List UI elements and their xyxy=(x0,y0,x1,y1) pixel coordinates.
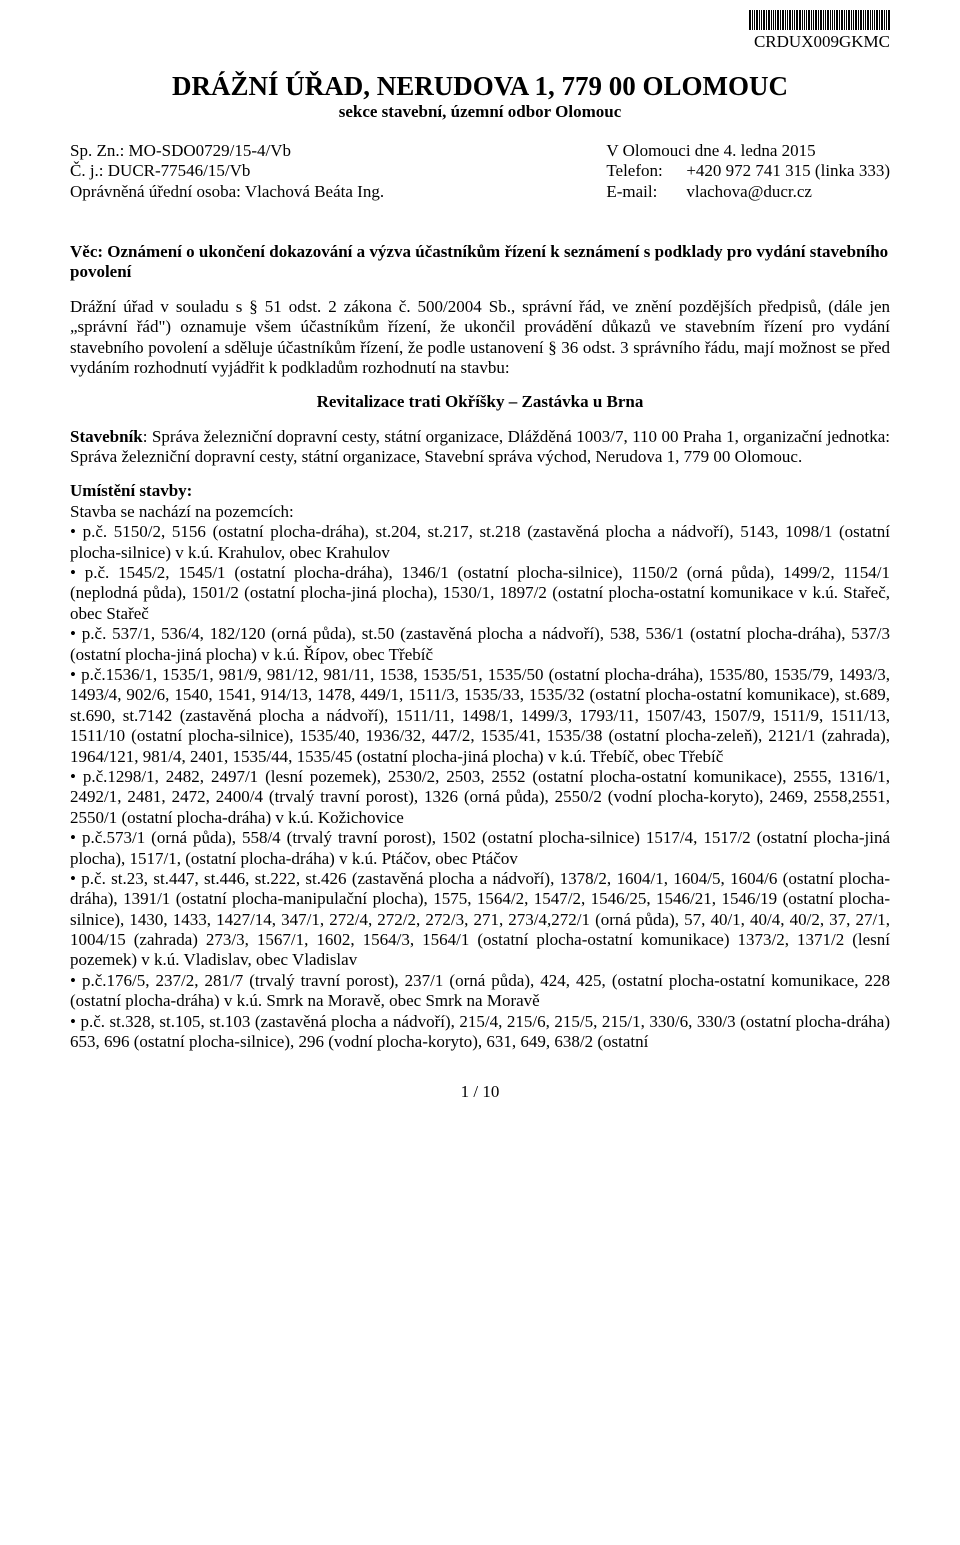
page-number: 1 / 10 xyxy=(70,1082,890,1102)
stavebnik-paragraph: Stavebník: Správa železniční dopravní ce… xyxy=(70,427,890,468)
stavebnik-text: : Správa železniční dopravní cesty, stát… xyxy=(70,427,890,466)
meta-left: Sp. Zn.: MO-SDO0729/15-4/Vb Č. j.: DUCR-… xyxy=(70,141,384,202)
stavba-nachazi: Stavba se nachází na pozemcích: xyxy=(70,502,890,522)
opravnena-osoba: Oprávněná úřední osoba: Vlachová Beáta I… xyxy=(70,182,384,202)
parcel-item: p.č.176/5, 237/2, 281/7 (trvalý travní p… xyxy=(70,971,890,1012)
umisteni-label: Umístění stavby: xyxy=(70,481,890,501)
email-value: vlachova@ducr.cz xyxy=(686,182,812,202)
project-title: Revitalizace trati Okříšky – Zastávka u … xyxy=(70,392,890,412)
subject-line: Věc: Oznámení o ukončení dokazování a vý… xyxy=(70,242,890,283)
date-line: V Olomouci dne 4. ledna 2015 xyxy=(606,141,890,161)
stavebnik-label: Stavebník xyxy=(70,427,143,446)
parcel-item: p.č.1298/1, 2482, 2497/1 (lesní pozemek)… xyxy=(70,767,890,828)
body-paragraph-1: Drážní úřad v souladu s § 51 odst. 2 zák… xyxy=(70,297,890,379)
email-label: E-mail: xyxy=(606,182,686,202)
cj: Č. j.: DUCR-77546/15/Vb xyxy=(70,161,384,181)
parcel-item: p.č. st.328, st.105, st.103 (zastavěná p… xyxy=(70,1012,890,1053)
telefon-value: +420 972 741 315 (linka 333) xyxy=(686,161,890,181)
barcode-block: CRDUX009GKMC xyxy=(749,10,890,52)
parcel-item: p.č.1536/1, 1535/1, 981/9, 981/12, 981/1… xyxy=(70,665,890,767)
barcode-text: CRDUX009GKMC xyxy=(754,32,890,52)
barcode-lines xyxy=(749,10,890,30)
parcel-list: p.č. 5150/2, 5156 (ostatní plocha-dráha)… xyxy=(70,522,890,1052)
parcel-item: p.č. st.23, st.447, st.446, st.222, st.4… xyxy=(70,869,890,971)
parcel-item: p.č. 537/1, 536/4, 182/120 (orná půda), … xyxy=(70,624,890,665)
parcel-item: p.č. 5150/2, 5156 (ostatní plocha-dráha)… xyxy=(70,522,890,563)
page-title: DRÁŽNÍ ÚŘAD, NERUDOVA 1, 779 00 OLOMOUC xyxy=(70,70,890,102)
page: CRDUX009GKMC DRÁŽNÍ ÚŘAD, NERUDOVA 1, 77… xyxy=(0,0,960,1545)
telefon-label: Telefon: xyxy=(606,161,686,181)
email-line: E-mail: vlachova@ducr.cz xyxy=(606,182,890,202)
parcel-item: p.č.573/1 (orná půda), 558/4 (trvalý tra… xyxy=(70,828,890,869)
telefon-line: Telefon: +420 972 741 315 (linka 333) xyxy=(606,161,890,181)
parcel-item: p.č. 1545/2, 1545/1 (ostatní plocha-dráh… xyxy=(70,563,890,624)
meta-block: Sp. Zn.: MO-SDO0729/15-4/Vb Č. j.: DUCR-… xyxy=(70,141,890,202)
meta-right: V Olomouci dne 4. ledna 2015 Telefon: +4… xyxy=(606,141,890,202)
page-subtitle: sekce stavební, územní odbor Olomouc xyxy=(70,102,890,122)
sp-zn: Sp. Zn.: MO-SDO0729/15-4/Vb xyxy=(70,141,384,161)
